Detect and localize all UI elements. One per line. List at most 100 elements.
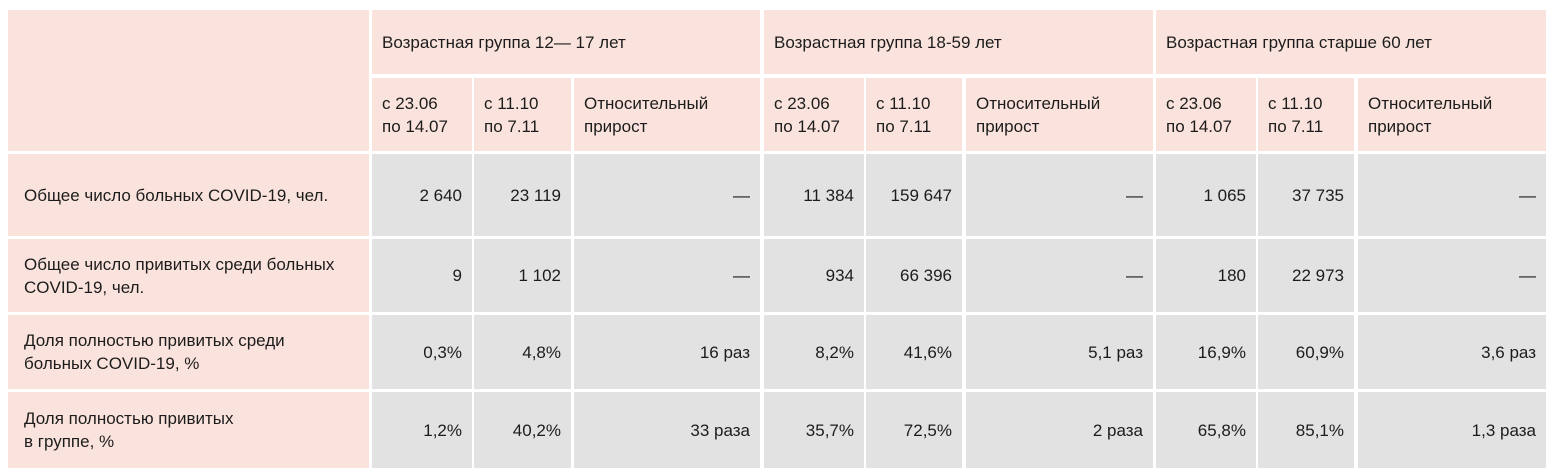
value-cell: 5,1 раз (966, 315, 1153, 389)
value-text: 8,2% (815, 342, 854, 362)
value-cell: 65,8% (1156, 392, 1256, 468)
subheader-period2: с 11.10 по 7.11 (866, 78, 962, 151)
subheader-line1: Относительный (1368, 93, 1493, 113)
value-text: — (733, 266, 750, 285)
group-header-label: Возрастная группа старше 60 лет (1166, 32, 1432, 52)
row-label-text: Общее число привитых среди больных COVID-… (24, 253, 334, 299)
value-text: 2 раза (1092, 420, 1143, 440)
value-text: 16,9% (1197, 342, 1246, 362)
value-cell: 3,6 раз (1358, 315, 1546, 389)
subheader-line2: по 14.07 (1166, 116, 1232, 136)
row-label: Общее число больных COVID-19, чел. (8, 154, 369, 236)
value-text: 65,8% (1197, 420, 1246, 440)
value-cell: 2 раза (966, 392, 1153, 468)
value-cell: 33 раза (574, 392, 760, 468)
subheader-line1: с 11.10 (484, 93, 539, 113)
value-cell: — (1358, 239, 1546, 312)
group-header-label: Возрастная группа 12— 17 лет (382, 32, 626, 52)
subheader-period1: с 23.06 по 14.07 (1156, 78, 1256, 151)
value-cell: 9 (372, 239, 472, 312)
value-text: 66 396 (900, 266, 952, 285)
value-cell: 16 раз (574, 315, 760, 389)
value-text: 11 384 (803, 185, 854, 205)
value-cell: 72,5% (866, 392, 962, 468)
row-label-text: Доля полностью привитых среди больных COV… (24, 329, 285, 375)
subheader-line1: с 11.10 (1268, 93, 1323, 113)
value-cell: 8,2% (764, 315, 864, 389)
subheader-line1: с 11.10 (876, 93, 931, 113)
value-text: 1,2% (423, 420, 462, 440)
value-cell: — (966, 239, 1153, 312)
subheader-line2: прирост (584, 116, 648, 136)
value-text: 85,1% (1295, 420, 1344, 440)
value-text: 3,6 раз (1481, 342, 1536, 362)
value-text: — (1519, 266, 1536, 285)
value-cell: 11 384 (764, 154, 864, 236)
subheader-period2: с 11.10 по 7.11 (474, 78, 571, 151)
subheader-growth: Относительный прирост (1358, 78, 1546, 151)
row-label-text: Общее число больных COVID-19, чел. (24, 184, 328, 207)
value-cell: 934 (764, 239, 864, 312)
value-text: 60,9% (1295, 342, 1344, 362)
value-cell: — (574, 154, 760, 236)
value-text: — (1519, 185, 1536, 205)
value-cell: 1 065 (1156, 154, 1256, 236)
value-cell: 159 647 (866, 154, 962, 236)
value-text: 4,8% (522, 342, 561, 362)
row-label-line1: Общее число привитых среди больных (24, 254, 335, 274)
row-label: Доля полностью привитых в группе, % (8, 392, 369, 468)
subheader-line2: по 14.07 (774, 116, 840, 136)
value-text: 1 102 (518, 266, 561, 285)
value-cell: 85,1% (1258, 392, 1354, 468)
value-cell: 1 102 (474, 239, 571, 312)
row-label-line1: Общее число больных COVID-19, чел. (24, 185, 329, 205)
subheader-period1: с 23.06 по 14.07 (764, 78, 864, 151)
value-cell: 66 396 (866, 239, 962, 312)
row-label-line2: больных COVID-19, % (24, 354, 200, 373)
subheader-line2: по 7.11 (1268, 116, 1324, 136)
value-cell: 40,2% (474, 392, 571, 468)
value-cell: 41,6% (866, 315, 962, 389)
subheader-line2: прирост (1368, 116, 1432, 136)
value-cell: 16,9% (1156, 315, 1256, 389)
row-label-line1: Доля полностью привитых среди (24, 331, 285, 350)
value-text: 0,3% (423, 342, 462, 362)
value-text: 22 973 (1292, 266, 1344, 285)
value-text: — (733, 185, 750, 205)
value-text: 934 (825, 266, 854, 285)
value-cell: 1,2% (372, 392, 472, 468)
value-text: 23 119 (510, 185, 561, 205)
value-cell: 35,7% (764, 392, 864, 468)
row-label-line1: Доля полностью привитых (24, 409, 234, 428)
row-label: Общее число привитых среди больных COVID-… (8, 239, 369, 312)
value-text: 159 647 (890, 185, 952, 205)
value-cell: 22 973 (1258, 239, 1354, 312)
value-cell: 180 (1156, 239, 1256, 312)
value-cell: 0,3% (372, 315, 472, 389)
subheader-line2: по 7.11 (484, 116, 540, 136)
value-cell: 2 640 (372, 154, 472, 236)
value-text: 180 (1217, 266, 1246, 285)
value-text: 1,3 раза (1471, 420, 1536, 440)
row-label-line2: COVID-19, чел. (24, 277, 145, 297)
value-text: 72,5% (903, 420, 952, 440)
value-text: 1 065 (1203, 185, 1246, 205)
subheader-line2: прирост (976, 116, 1040, 136)
group-header-label: Возрастная группа 18-59 лет (774, 32, 1002, 52)
value-cell: — (574, 239, 760, 312)
value-cell: — (966, 154, 1153, 236)
row-label-text: Доля полностью привитых в группе, % (24, 407, 234, 453)
value-cell: 23 119 (474, 154, 571, 236)
subheader-growth: Относительный прирост (966, 78, 1153, 151)
group-header: Возрастная группа 18-59 лет (764, 10, 1153, 74)
value-text: 33 раза (690, 420, 750, 440)
subheader-line1: Относительный (976, 93, 1101, 113)
value-text: 5,1 раз (1088, 342, 1143, 362)
group-header: Возрастная группа старше 60 лет (1156, 10, 1546, 74)
subheader-line1: с 23.06 (382, 93, 438, 113)
value-text: — (1126, 185, 1143, 205)
value-text: 35,7% (805, 420, 854, 440)
value-cell: 60,9% (1258, 315, 1354, 389)
value-text: 16 раз (699, 342, 750, 362)
